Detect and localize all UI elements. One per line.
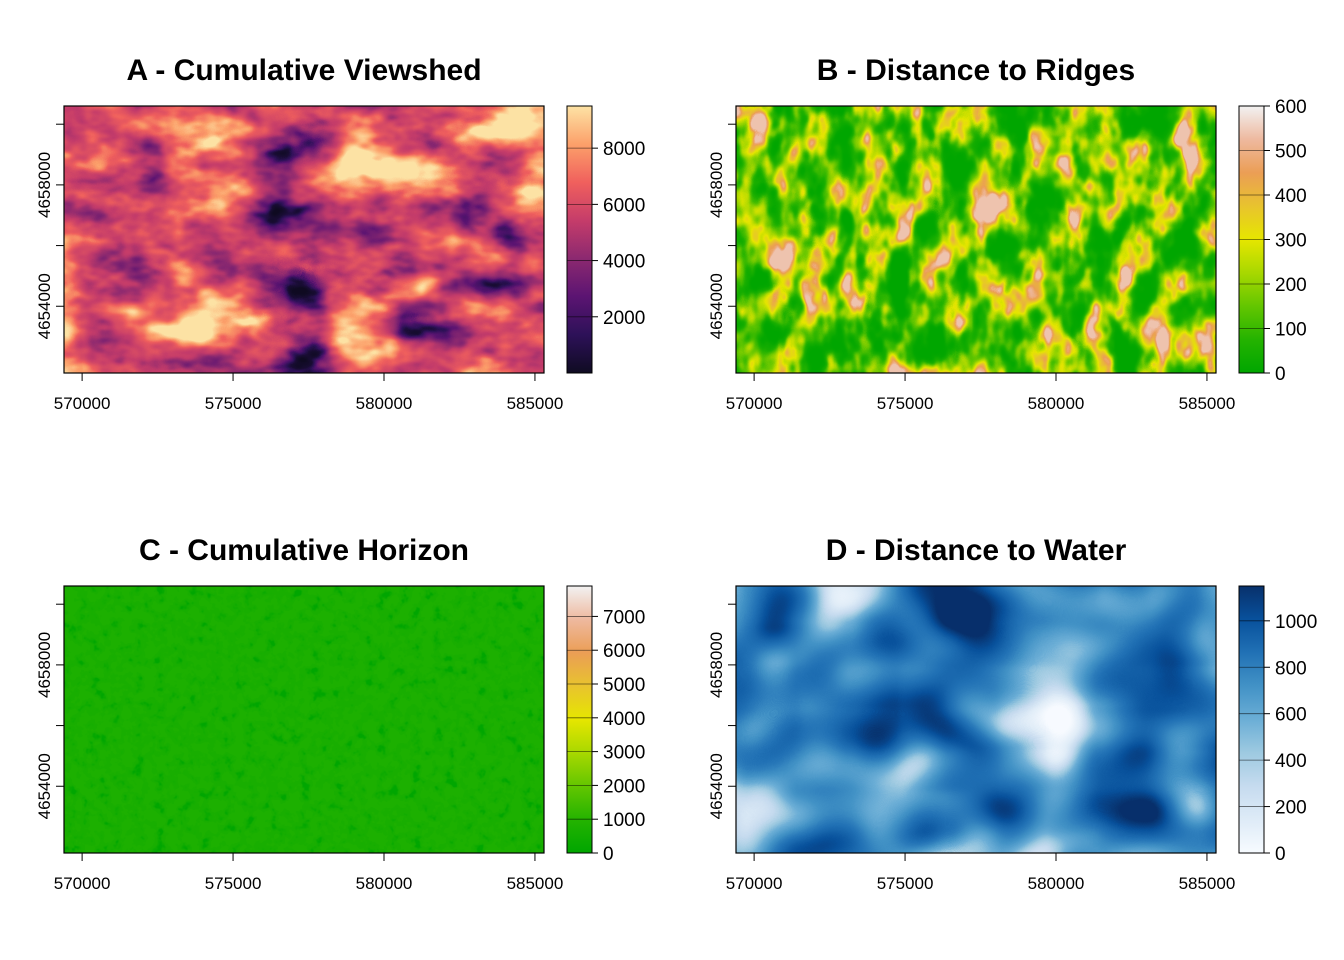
legend-tick-label: 6000 — [603, 195, 645, 216]
y-tick-label: 4658000 — [707, 152, 726, 218]
x-tick-label: 570000 — [54, 874, 111, 893]
legend-tick-label: 5000 — [603, 675, 645, 696]
y-tick-label: 4654000 — [35, 273, 54, 339]
legend-tick-label: 600 — [1275, 97, 1307, 118]
legend-tick-label: 0 — [603, 844, 614, 865]
legend-tick-label: 600 — [1275, 705, 1307, 726]
panel-title: C - Cumulative Horizon — [139, 534, 469, 567]
legend-tick-label: 0 — [1275, 364, 1286, 385]
y-tick-label: 4654000 — [35, 753, 54, 819]
panel-title: D - Distance to Water — [826, 534, 1127, 567]
legend-tick-label: 2000 — [603, 308, 645, 329]
legend-tick-label: 3000 — [603, 743, 645, 764]
legend-tick-label: 800 — [1275, 658, 1307, 679]
legend-tick-label: 2000 — [603, 776, 645, 797]
x-tick-label: 575000 — [205, 874, 262, 893]
legend-tick-label: 6000 — [603, 641, 645, 662]
x-tick-label: 570000 — [726, 394, 783, 413]
legend-tick-label: 100 — [1275, 320, 1307, 341]
x-tick-label: 580000 — [356, 394, 413, 413]
legend-color-bar — [567, 106, 592, 373]
legend-tick-label: 200 — [1275, 798, 1307, 819]
map-raster — [64, 586, 544, 853]
legend-color-bar — [1239, 586, 1264, 853]
x-tick-label: 585000 — [1179, 874, 1236, 893]
legend-tick-label: 300 — [1275, 231, 1307, 252]
legend-tick-label: 200 — [1275, 275, 1307, 296]
y-tick-label: 4658000 — [707, 632, 726, 698]
legend-tick-label: 400 — [1275, 186, 1307, 207]
panel-title: B - Distance to Ridges — [817, 54, 1135, 87]
legend-tick-label: 4000 — [603, 709, 645, 730]
x-tick-label: 570000 — [726, 874, 783, 893]
y-tick-label: 4658000 — [35, 632, 54, 698]
x-tick-label: 575000 — [877, 394, 934, 413]
x-tick-label: 580000 — [1028, 394, 1085, 413]
legend-tick-label: 0 — [1275, 844, 1286, 865]
y-tick-label: 4654000 — [707, 753, 726, 819]
legend-tick-label: 7000 — [603, 607, 645, 628]
legend-tick-label: 500 — [1275, 142, 1307, 163]
legend-tick-label: 1000 — [603, 810, 645, 831]
x-tick-label: 580000 — [1028, 874, 1085, 893]
y-tick-label: 4654000 — [707, 273, 726, 339]
map-raster — [64, 106, 544, 373]
legend-tick-label: 1000 — [1275, 612, 1317, 633]
map-raster — [736, 106, 1216, 373]
x-tick-label: 570000 — [54, 394, 111, 413]
legend-tick-label: 400 — [1275, 751, 1307, 772]
x-tick-label: 585000 — [507, 394, 564, 413]
map-raster — [736, 586, 1216, 853]
x-tick-label: 575000 — [205, 394, 262, 413]
x-tick-label: 585000 — [507, 874, 564, 893]
x-tick-label: 585000 — [1179, 394, 1236, 413]
panel-title: A - Cumulative Viewshed — [126, 54, 481, 87]
y-tick-label: 4658000 — [35, 152, 54, 218]
legend-tick-label: 8000 — [603, 139, 645, 160]
x-tick-label: 580000 — [356, 874, 413, 893]
x-tick-label: 575000 — [877, 874, 934, 893]
legend-tick-label: 4000 — [603, 252, 645, 273]
legend-color-bar — [567, 586, 592, 853]
